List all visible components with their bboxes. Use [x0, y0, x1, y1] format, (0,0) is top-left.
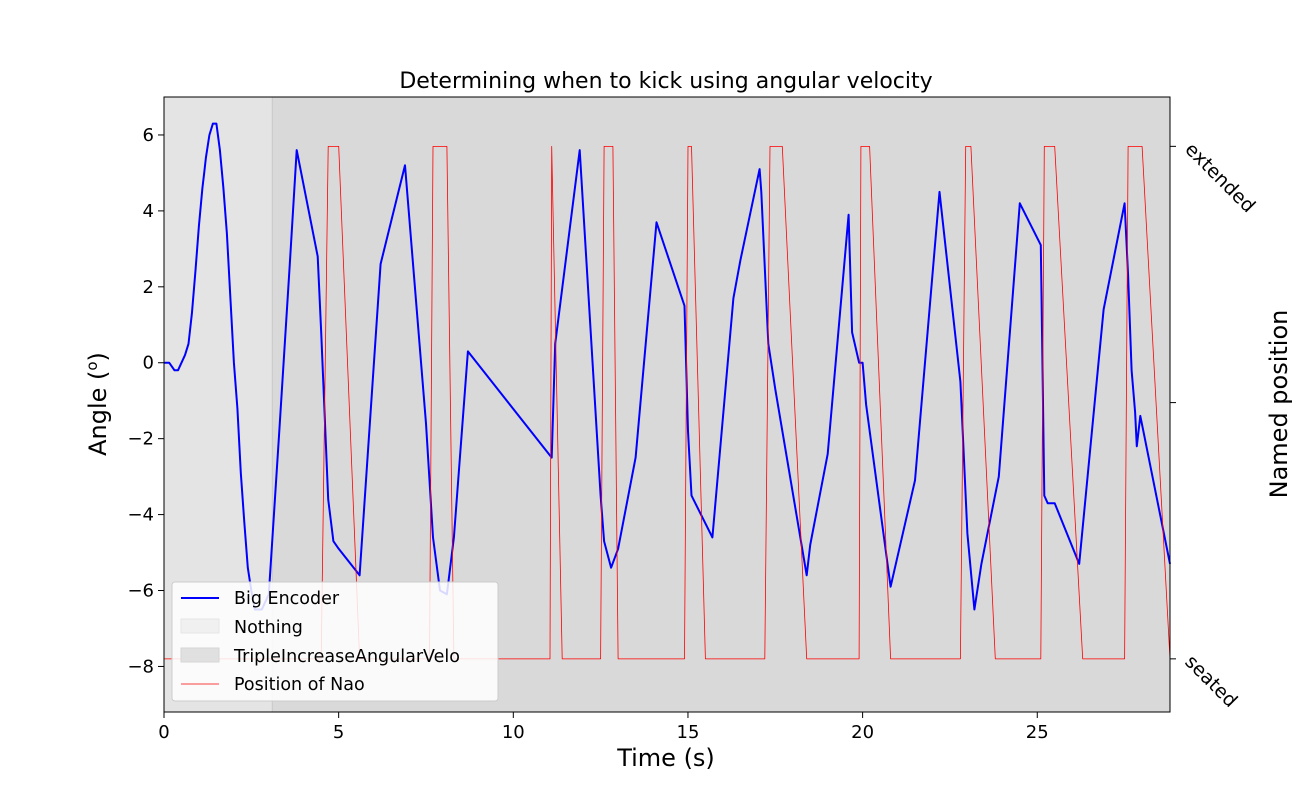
- y-axis: −8 −6 −4 −2 0 2 4 6: [127, 125, 164, 677]
- y-tick-label: −8: [127, 656, 154, 677]
- y-axis-label-superscript: o: [83, 361, 101, 370]
- plot-series: [164, 122, 1171, 660]
- right-y-axis: extended seated: [1170, 138, 1259, 712]
- x-tick-label: 0: [158, 722, 169, 743]
- x-tick-label: 20: [851, 722, 874, 743]
- x-tick-label: 10: [502, 722, 525, 743]
- x-tick-label: 15: [677, 722, 700, 743]
- right-y-tick-label-extended: extended: [1180, 138, 1259, 217]
- legend-swatch-nothing: [180, 618, 220, 634]
- plot-frame: [163, 96, 1171, 713]
- y-axis-label: Angle (o): [83, 352, 112, 456]
- y-axis-label-text: Angle (: [84, 371, 112, 456]
- series-big-encoder: [164, 122, 1171, 611]
- y-tick-label: −6: [127, 581, 154, 602]
- y-tick-label: 4: [143, 201, 154, 222]
- x-axis-label: Time (s): [616, 744, 715, 772]
- right-y-tick-label-seated: seated: [1180, 651, 1241, 712]
- y-tick-label: 6: [143, 125, 154, 146]
- legend-label-nothing: Nothing: [234, 618, 303, 638]
- y-axis-label-close: ): [84, 352, 112, 361]
- legend: Big Encoder Nothing TripleIncreaseAngula…: [171, 581, 499, 702]
- x-tick-label: 25: [1026, 722, 1049, 743]
- legend-box: [171, 581, 499, 702]
- chart-title: Determining when to kick using angular v…: [399, 69, 932, 94]
- y-tick-label: 0: [143, 353, 154, 374]
- x-axis: 0 5 10 15 20 25: [158, 712, 1049, 743]
- legend-label-big-encoder: Big Encoder: [234, 589, 340, 609]
- legend-label-nao: Position of Nao: [234, 675, 365, 695]
- legend-label-triple: TripleIncreaseAngularVelo: [233, 647, 460, 667]
- series-position-of-nao: [164, 145, 1171, 660]
- x-tick-label: 5: [333, 722, 344, 743]
- y-tick-label: −2: [127, 429, 154, 450]
- y-tick-label: −4: [127, 505, 154, 526]
- legend-swatch-triple: [180, 647, 220, 663]
- y-tick-label: 2: [143, 277, 154, 298]
- right-y-axis-label: Named position: [1265, 310, 1293, 499]
